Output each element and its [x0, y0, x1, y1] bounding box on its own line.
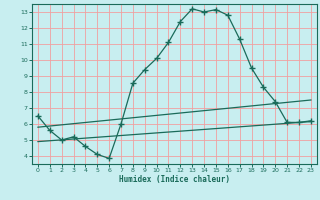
X-axis label: Humidex (Indice chaleur): Humidex (Indice chaleur): [119, 175, 230, 184]
